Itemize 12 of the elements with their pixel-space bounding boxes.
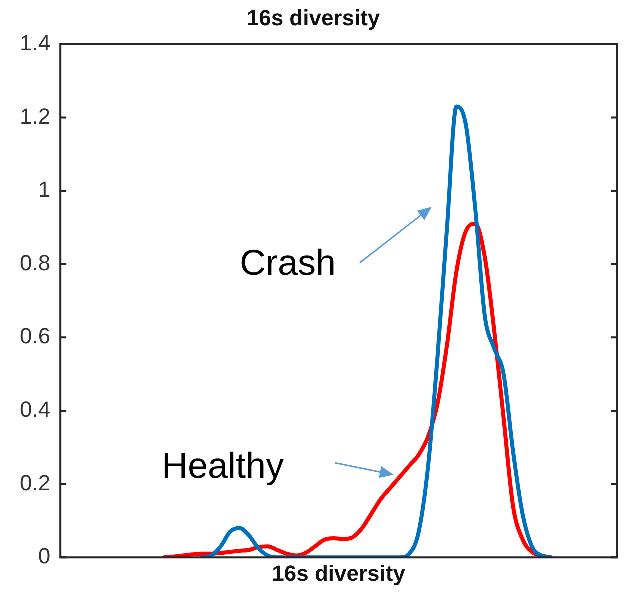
y-tick-label: 0.2 xyxy=(20,470,51,496)
y-tick-label: 0.6 xyxy=(20,324,51,349)
text: Crash xyxy=(240,242,336,284)
series-label: Healthy xyxy=(162,445,284,487)
chart-title: 16s diversity xyxy=(246,5,381,30)
y-tick-label: 0.8 xyxy=(20,250,51,276)
y-tick-label: 0 xyxy=(38,544,51,569)
y-tick-label: 1 xyxy=(38,177,51,202)
y-tick-label: 1.2 xyxy=(20,104,51,129)
y-tick-label: 0.4 xyxy=(20,397,51,422)
x-axis-title: 16s diversity xyxy=(272,560,406,586)
y-tick-label: 1.4 xyxy=(20,30,51,56)
